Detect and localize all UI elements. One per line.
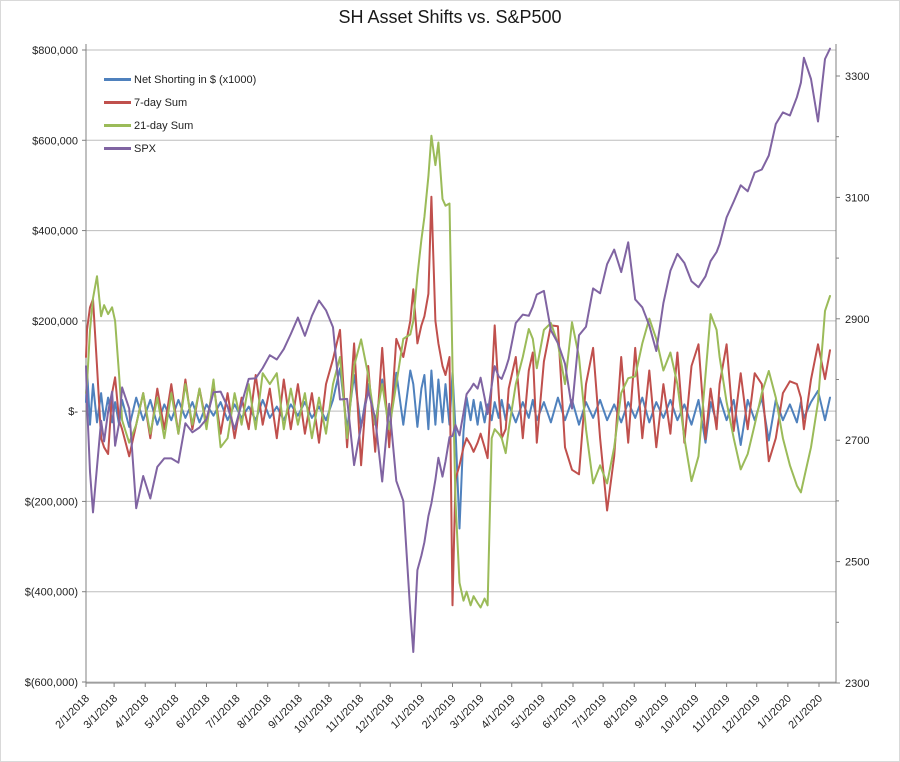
right-axis-tick-label: 2900 [845,314,869,326]
right-axis-tick-label: 2300 [845,678,869,690]
chart-title: SH Asset Shifts vs. S&P500 [338,7,562,27]
legend-swatch-7day-sum-line-icon [104,101,131,104]
series-line-21-day-sum [85,134,831,609]
left-axis-tick-label: $- [68,406,78,418]
left-axis-tick-label: $800,000 [32,45,78,57]
x-axis-tick-label: 2/1/2020 [786,693,825,732]
legend-label-spx: SPX [134,142,157,155]
legend-item-net-shorting: Net Shorting in $ (x1000) [104,71,256,88]
legend-label-7day-sum: 7-day Sum [134,96,188,109]
legend-label-net-shorting: Net Shorting in $ (x1000) [134,73,257,86]
legend-swatch-21day-sum-line-icon [104,124,131,127]
legend-swatch-net-shorting-line-icon [104,78,131,81]
left-axis-tick-label: $(200,000) [25,496,78,508]
right-axis-tick-label: 2500 [845,557,869,569]
legend-label-21day-sum: 21-day Sum [134,119,194,132]
right-axis-tick-label: 3300 [845,71,869,83]
left-axis-tick-label: $200,000 [32,316,78,328]
right-axis-tick-label: 2700 [845,435,869,447]
right-axis-tick-label: 3100 [845,192,869,204]
legend-item-spx: SPX [104,140,256,157]
left-axis-tick-label: $600,000 [32,135,78,147]
legend-swatch-spx-line-icon [104,147,131,150]
left-axis-tick-label: $(400,000) [25,587,78,599]
legend-item-21day-sum: 21-day Sum [104,117,256,134]
series-line-spx [85,47,831,653]
legend-item-7day-sum: 7-day Sum [104,94,256,111]
left-axis-tick-label: $400,000 [32,226,78,238]
legend: Net Shorting in $ (x1000) 7-day Sum 21-d… [104,71,256,157]
left-axis-tick-label: $(600,000) [25,677,78,689]
